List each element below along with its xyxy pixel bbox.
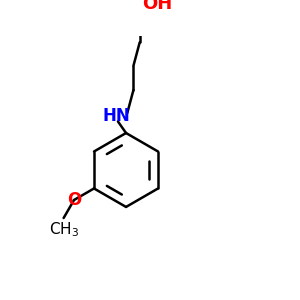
Text: HN: HN — [103, 107, 131, 125]
Text: O: O — [67, 191, 81, 209]
Text: CH$_3$: CH$_3$ — [49, 220, 79, 239]
Text: OH: OH — [142, 0, 172, 14]
